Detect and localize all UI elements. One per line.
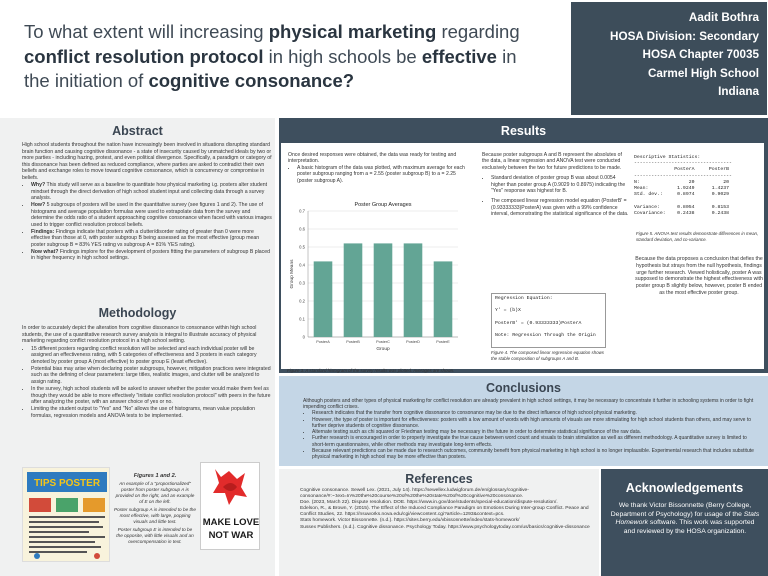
descriptive-statistics-box: Descriptive Statistics: ----------------… — [634, 155, 732, 216]
author-line: Indiana — [718, 85, 759, 99]
acknowledgements-panel — [601, 469, 768, 576]
results-bullet: A basic histogram of the data was plotte… — [297, 165, 473, 184]
title-phrase: regarding — [436, 21, 520, 42]
abstract-bullet: How? 5 subgroups of posters will be used… — [31, 202, 272, 228]
chart-x-tick-label: PosterE — [436, 340, 450, 344]
poster-a-image: MAKE LOVE NOT WAR — [200, 462, 260, 550]
histogram-chart: Poster Group Averages 0 0.1 0.2 0.3 0.4 0.5 0.6… — [286, 197, 468, 367]
figure-4-caption: Figure 4. The composed linear regression… — [491, 350, 604, 361]
results-heading: Results — [500, 124, 547, 138]
figure-5-caption: Figure 5. ANOVA test results demonstrate… — [636, 231, 759, 242]
author-line: Carmel High School — [647, 66, 759, 80]
chart-bar — [373, 243, 393, 337]
chart-x-tick-label: PosterA — [316, 340, 330, 344]
chart-x-tick-label: PosterB — [346, 340, 360, 344]
conclusions-bullet: Further research is encouraged in order … — [312, 435, 755, 447]
title-bold-phrase: physical marketing — [268, 21, 437, 42]
title-phrase: in high schools be — [263, 45, 422, 67]
chart-x-tick-label: PosterC — [376, 340, 390, 344]
methodology-heading: Methodology — [98, 306, 177, 320]
chart-y-tick-label: 0.6 — [299, 227, 305, 232]
figures-title: Figures 1 and 2. — [133, 473, 177, 479]
references-panel — [279, 469, 599, 576]
poster-title: To what extent will increasing physical … — [24, 20, 544, 94]
references-list: Cognitive consonance. Sewell Lex. (2021,… — [300, 488, 595, 531]
chart-y-tick-label: 0.7 — [299, 209, 305, 214]
abstract-intro: High school students throughout the nati… — [22, 142, 272, 181]
poster-e-text: TIPS POSTER — [34, 478, 101, 489]
chart-bar — [433, 261, 453, 337]
figures-caption-1: An example of a "proportionalized" poste… — [115, 481, 195, 504]
chart-x-tick-label: PosterD — [406, 340, 420, 344]
regression-equation-box: Regression Equation: Y' = (b)X PosterB' … — [491, 293, 606, 348]
abstract-body: High school students throughout the nati… — [22, 142, 272, 262]
poster-a-illustration: MAKE LOVE NOT WAR — [201, 463, 259, 549]
results-bullet: Standard deviation of poster group B was… — [491, 175, 630, 194]
abstract-heading: Abstract — [112, 124, 163, 138]
chart-title: Poster Group Averages — [354, 202, 411, 208]
chart-x-label: Group — [376, 346, 390, 352]
title-phrase: in the initiation of — [24, 45, 517, 92]
reference-item: Doe. (2023, March 22). Dispute resolutio… — [300, 500, 558, 506]
methodology-body: In order to accurately depict the altera… — [22, 325, 274, 420]
reference-item: Sussex Publishers. (n.d.). Cognitive dis… — [300, 524, 590, 530]
conclusions-heading: Conclusions — [485, 381, 561, 395]
chart-y-tick-label: 0 — [303, 335, 306, 340]
title-bold-phrase: effective — [421, 45, 497, 67]
abstract-bullet: Now what? Findings implore for the devel… — [31, 249, 272, 262]
author-line: Aadit Bothra — [688, 11, 759, 24]
methodology-bullet: Potential bias may arise when declaring … — [31, 366, 274, 386]
chart-y-label: Group Means — [289, 259, 295, 289]
acknowledgements-heading: Acknowledgements — [625, 481, 744, 495]
references-heading: References — [405, 472, 473, 486]
acknowledgements-body: We thank Victor Bissonnette (Berry Colle… — [610, 502, 760, 535]
chart-bar — [313, 261, 333, 337]
figures-caption-3: Poster subgroup E is intended to be the … — [116, 527, 194, 544]
results-c2-intro: Because poster subgroups A and B represe… — [482, 152, 622, 171]
chart-y-tick-label: 0.4 — [299, 263, 305, 268]
methodology-bullet: 15 different posters regarding conflict … — [31, 346, 274, 366]
results-column-2-text: Because poster subgroups A and B represe… — [482, 152, 630, 218]
chart-y-tick-label: 0.3 — [299, 281, 305, 286]
conclusions-bullet: Research indicates that the transfer fro… — [312, 410, 755, 416]
reference-item: Cognitive consonance. Sewell Lex. (2021,… — [300, 488, 529, 500]
figure-3-caption: Figure 3. A standard histogram of the su… — [287, 368, 455, 373]
figures-1-2-caption: Figures 1 and 2. An example of a "propor… — [114, 473, 196, 545]
abstract-bullet: Findings: Findings indicate that posters… — [31, 229, 272, 249]
results-column-1-text: Once desired responses were obtained, th… — [288, 152, 473, 184]
methodology-intro: In order to accurately depict the altera… — [22, 325, 257, 345]
methodology-bullet: In the survey, high school students will… — [31, 386, 274, 406]
figures-caption-2: Poster subgroup A is intended to be the … — [114, 507, 196, 524]
chart-svg: Poster Group Averages 0 0.1 0.2 0.3 0.4 0.5 0.6… — [286, 197, 468, 367]
svg-text:MAKE LOVE: MAKE LOVE — [203, 517, 259, 528]
title-bold-phrase: conflict resolution protocol — [24, 45, 264, 67]
poster-e-illustration: TIPS POSTER — [23, 468, 109, 561]
conclusions-bullet: However, the type of poster is important… — [312, 417, 755, 429]
conclusions-bullet: Alternate testing such as chi squared or… — [312, 429, 755, 435]
abstract-bullet: Why? This study will serve as a baseline… — [31, 182, 272, 202]
conclusions-panel — [279, 376, 768, 466]
methodology-bullet: Limiting the student output to "Yes" and… — [31, 406, 274, 419]
chart-bar — [403, 243, 423, 337]
svg-text:NOT WAR: NOT WAR — [209, 530, 254, 541]
author-line: HOSA Division: Secondary — [610, 29, 759, 43]
conclusions-body: Although posters and other types of phys… — [303, 398, 755, 460]
conclusions-intro: Although posters and other types of phys… — [303, 398, 754, 411]
conclusions-bullet: Because relevant predictions can be made… — [312, 448, 755, 460]
author-line: HOSA Chapter 70035 — [642, 48, 760, 62]
author-box: Aadit Bothra HOSA Division: Secondary HO… — [571, 2, 767, 115]
chart-bar — [343, 243, 363, 337]
reference-item: Stats homework. Victor Bissonnette. (n.d… — [300, 518, 520, 524]
results-conclusion: Because the data proposes a conclusion t… — [635, 256, 763, 296]
reference-item: Edelson, R., & Brown, Y. (2015). The Eff… — [300, 506, 589, 518]
title-phrase: To what extent will increasing — [24, 21, 269, 42]
title-bold-phrase: cognitive consonance? — [148, 70, 355, 91]
results-bullet: The composed linear regression model equ… — [491, 198, 630, 217]
poster-e-image: TIPS POSTER — [22, 467, 110, 562]
chart-y-tick-label: 0.5 — [299, 245, 305, 250]
chart-y-tick-label: 0.1 — [299, 317, 305, 322]
chart-y-tick-label: 0.2 — [299, 299, 305, 304]
results-intro: Once desired responses were obtained, th… — [288, 152, 457, 165]
